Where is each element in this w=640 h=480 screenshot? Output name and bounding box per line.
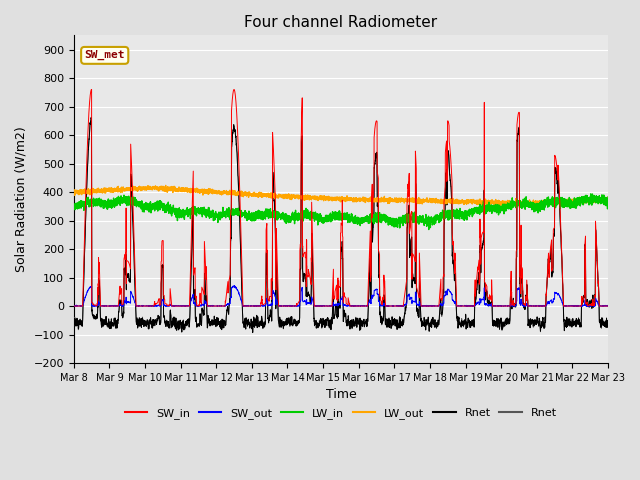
Text: SW_met: SW_met bbox=[84, 50, 125, 60]
Title: Four channel Radiometer: Four channel Radiometer bbox=[244, 15, 438, 30]
X-axis label: Time: Time bbox=[326, 388, 356, 401]
Y-axis label: Solar Radiation (W/m2): Solar Radiation (W/m2) bbox=[15, 126, 28, 272]
Legend: SW_in, SW_out, LW_in, LW_out, Rnet, Rnet: SW_in, SW_out, LW_in, LW_out, Rnet, Rnet bbox=[120, 403, 561, 423]
